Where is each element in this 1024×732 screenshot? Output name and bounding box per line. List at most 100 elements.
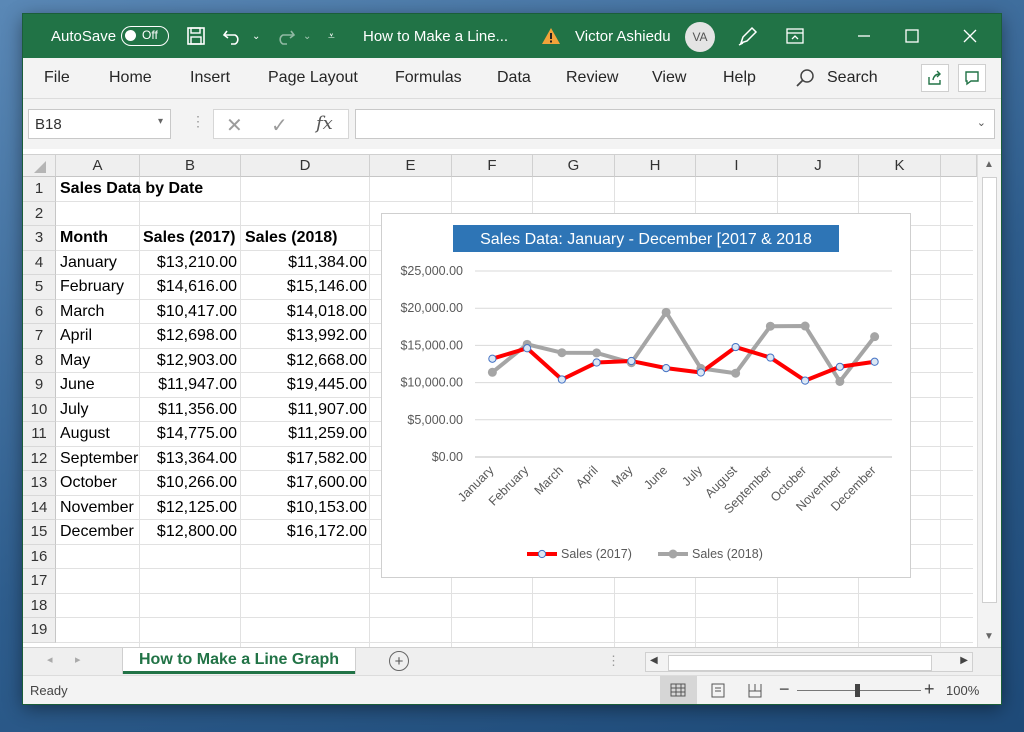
month-cell[interactable]: March	[60, 302, 105, 320]
sales-2017-cell[interactable]: $12,125.00	[156, 498, 237, 516]
sales-2018-cell[interactable]: $15,146.00	[286, 278, 367, 296]
sales-2017-cell[interactable]: $11,947.00	[158, 376, 237, 394]
sales-2018-cell[interactable]: $17,582.00	[286, 449, 367, 467]
sales-2018-cell[interactable]: $16,172.00	[286, 523, 367, 541]
row-header-3[interactable]: 3	[23, 226, 56, 251]
drag-handle-icon[interactable]: ⋮	[191, 113, 205, 129]
col-header-k[interactable]: K	[859, 155, 941, 177]
save-icon[interactable]	[186, 14, 206, 58]
line-chart[interactable]: Sales Data: January - December [2017 & 2…	[381, 213, 911, 578]
zoom-out-icon[interactable]: −	[779, 679, 790, 699]
sheet-title-cell[interactable]: Sales Data by Date	[60, 180, 204, 198]
sales-2017-cell[interactable]: $11,356.00	[158, 400, 237, 418]
name-box-dropdown-icon[interactable]: ▾	[157, 116, 163, 127]
cancel-icon[interactable]: ✕	[226, 115, 243, 137]
month-cell[interactable]: April	[60, 327, 93, 345]
row-header-8[interactable]: 8	[23, 348, 56, 373]
header-sales-2018[interactable]: Sales (2018)	[245, 229, 338, 247]
autosave-toggle[interactable]: Off	[121, 26, 169, 46]
sales-2018-cell[interactable]: $11,907.00	[288, 400, 367, 418]
pen-icon[interactable]	[737, 14, 759, 58]
row-header-19[interactable]: 19	[23, 618, 56, 643]
search-box[interactable]: Search	[795, 64, 915, 92]
sales-2018-cell[interactable]: $14,018.00	[286, 302, 367, 320]
row-header-4[interactable]: 4	[23, 250, 56, 275]
minimize-icon[interactable]	[841, 14, 887, 58]
col-header-next[interactable]	[941, 155, 977, 177]
sales-2018-cell[interactable]: $17,600.00	[286, 474, 367, 492]
customize-toolbar-icon[interactable]: ⩡	[328, 28, 335, 43]
scroll-right-icon[interactable]: ▶	[960, 655, 968, 666]
menu-insert[interactable]: Insert	[190, 69, 231, 86]
enter-icon[interactable]: ✓	[271, 115, 288, 137]
name-box[interactable]: B18 ▾	[28, 109, 171, 139]
vertical-scrollbar[interactable]: ▲ ▼	[977, 155, 1001, 648]
row-header-18[interactable]: 18	[23, 593, 56, 618]
sales-2018-cell[interactable]: $11,384.00	[288, 253, 367, 271]
redo-icon[interactable]	[274, 14, 296, 58]
col-header-d[interactable]: D	[241, 155, 370, 177]
scroll-up-icon[interactable]: ▲	[984, 159, 994, 170]
col-header-h[interactable]: H	[615, 155, 696, 177]
horizontal-scrollbar[interactable]: ◀ ▶	[645, 652, 973, 672]
sales-2017-cell[interactable]: $13,210.00	[156, 253, 237, 271]
comments-icon[interactable]	[958, 64, 986, 92]
vertical-scroll-thumb[interactable]	[982, 177, 997, 603]
sales-2017-cell[interactable]: $10,266.00	[156, 474, 237, 492]
row-header-12[interactable]: 12	[23, 446, 56, 471]
sales-2017-cell[interactable]: $10,417.00	[156, 302, 237, 320]
col-header-b[interactable]: B	[140, 155, 241, 177]
page-layout-view-icon[interactable]	[710, 683, 726, 701]
row-header-10[interactable]: 10	[23, 397, 56, 422]
add-sheet-icon[interactable]: +	[389, 651, 409, 671]
zoom-level[interactable]: 100%	[946, 683, 980, 698]
month-cell[interactable]: January	[60, 253, 117, 271]
month-cell[interactable]: December	[60, 523, 134, 541]
col-header-g[interactable]: G	[533, 155, 615, 177]
row-header-9[interactable]: 9	[23, 373, 56, 398]
maximize-icon[interactable]	[889, 14, 935, 58]
zoom-slider-thumb[interactable]	[855, 684, 860, 697]
col-header-a[interactable]: A	[56, 155, 140, 177]
sales-2017-cell[interactable]: $14,616.00	[156, 278, 237, 296]
row-header-6[interactable]: 6	[23, 299, 56, 324]
month-cell[interactable]: November	[60, 498, 134, 516]
sales-2018-cell[interactable]: $11,259.00	[288, 425, 367, 443]
insert-function-icon[interactable]: fx	[316, 113, 333, 134]
sales-2018-cell[interactable]: $13,992.00	[286, 327, 367, 345]
avatar[interactable]: VA	[685, 22, 715, 52]
sales-2017-cell[interactable]: $12,903.00	[156, 351, 237, 369]
row-header-16[interactable]: 16	[23, 544, 56, 569]
select-all-corner[interactable]	[23, 155, 56, 177]
scroll-left-icon[interactable]: ◀	[650, 655, 658, 666]
row-header-15[interactable]: 15	[23, 520, 56, 545]
row-header-1[interactable]: 1	[23, 177, 56, 202]
menu-view[interactable]: View	[652, 69, 687, 86]
month-cell[interactable]: February	[60, 278, 125, 296]
row-header-7[interactable]: 7	[23, 324, 56, 349]
col-header-j[interactable]: J	[778, 155, 859, 177]
share-icon[interactable]	[921, 64, 949, 92]
month-cell[interactable]: October	[60, 474, 117, 492]
undo-dropdown-icon[interactable]: ⌄	[252, 30, 261, 42]
menu-page-layout[interactable]: Page Layout	[268, 69, 358, 86]
ribbon-display-icon[interactable]	[772, 14, 818, 58]
row-header-11[interactable]: 11	[23, 422, 56, 447]
month-cell[interactable]: August	[60, 425, 110, 443]
undo-icon[interactable]	[222, 14, 244, 58]
menu-data[interactable]: Data	[497, 69, 531, 86]
col-header-e[interactable]: E	[370, 155, 452, 177]
row-header-5[interactable]: 5	[23, 275, 56, 300]
horizontal-scroll-thumb[interactable]	[668, 655, 932, 671]
scroll-down-icon[interactable]: ▼	[984, 631, 994, 642]
normal-view-icon[interactable]	[660, 676, 697, 704]
menu-formulas[interactable]: Formulas	[395, 69, 462, 86]
menu-file[interactable]: File	[44, 69, 70, 86]
menu-home[interactable]: Home	[109, 69, 152, 86]
header-sales-2017[interactable]: Sales (2017)	[143, 229, 236, 247]
sales-2017-cell[interactable]: $12,698.00	[156, 327, 237, 345]
month-cell[interactable]: May	[60, 351, 91, 369]
warning-icon[interactable]	[541, 14, 561, 58]
close-icon[interactable]	[947, 14, 993, 58]
formula-input[interactable]: ⌄	[355, 109, 995, 139]
